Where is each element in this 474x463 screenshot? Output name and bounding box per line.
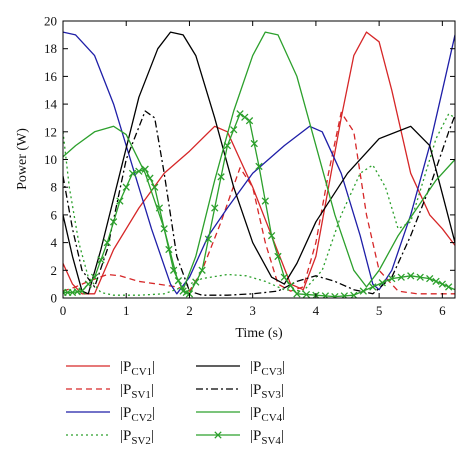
series-point-marker bbox=[211, 204, 219, 212]
series-point-marker bbox=[255, 162, 263, 171]
x-tick-label: 3 bbox=[249, 303, 256, 318]
y-tick-label: 6 bbox=[51, 207, 58, 222]
x-tick-label: 1 bbox=[123, 303, 130, 318]
series-markers-sv4 bbox=[63, 110, 453, 298]
legend-label-sv1: |PSV1| bbox=[120, 382, 154, 401]
series-point-marker bbox=[397, 273, 405, 281]
series-point-marker bbox=[302, 290, 311, 298]
legend-label-sv3: |PSV3| bbox=[250, 382, 284, 401]
series-point-marker bbox=[204, 235, 213, 243]
series-point-marker bbox=[165, 245, 173, 254]
series-point-marker bbox=[141, 165, 149, 173]
series-point-marker bbox=[426, 274, 434, 283]
series-point-marker bbox=[155, 204, 164, 212]
series-line-cv2 bbox=[63, 31, 455, 295]
series-point-marker bbox=[241, 113, 249, 121]
legend: |PCV1| |PSV1| |PCV2| |PSV2| |PCV3| |PSV3| |PCV… bbox=[66, 359, 285, 447]
y-tick-label: 0 bbox=[51, 291, 58, 306]
y-axis-label: Power (W) bbox=[15, 128, 30, 190]
series-point-marker bbox=[230, 126, 238, 134]
series-point-marker bbox=[90, 273, 99, 281]
series-point-marker bbox=[160, 225, 168, 233]
series-point-marker bbox=[245, 117, 254, 125]
x-axis-label: Time (s) bbox=[235, 326, 283, 341]
legend-label-cv2: |PCV2| bbox=[120, 405, 155, 424]
series-point-marker bbox=[445, 283, 453, 291]
y-tick-label: 18 bbox=[44, 41, 57, 56]
x-tick-label: 6 bbox=[439, 303, 446, 318]
series-point-marker bbox=[109, 218, 118, 226]
series-point-marker bbox=[250, 139, 258, 148]
series-point-marker bbox=[174, 277, 183, 285]
series-point-marker bbox=[369, 283, 377, 291]
series-point-marker bbox=[321, 292, 330, 298]
series-point-marker bbox=[286, 281, 295, 290]
series-point-marker bbox=[331, 292, 339, 298]
series-line-sv4 bbox=[63, 113, 455, 298]
series-point-marker bbox=[340, 292, 349, 298]
series-point-marker bbox=[151, 183, 159, 191]
series-point-marker bbox=[103, 238, 111, 247]
y-tick-label: 16 bbox=[44, 69, 58, 84]
y-tick-label: 12 bbox=[44, 124, 57, 139]
series-point-marker bbox=[223, 141, 232, 150]
series-point-marker bbox=[214, 431, 222, 439]
series-point-marker bbox=[388, 274, 396, 283]
series-line-sv2 bbox=[63, 113, 455, 296]
y-tick-label: 14 bbox=[44, 97, 58, 112]
series-point-marker bbox=[280, 273, 288, 281]
series-point-marker bbox=[146, 174, 154, 182]
series-point-marker bbox=[407, 272, 415, 280]
series-point-marker bbox=[261, 197, 269, 205]
legend-label-cv1: |PCV1| bbox=[120, 359, 155, 378]
series-point-marker bbox=[135, 167, 143, 175]
series-point-marker bbox=[116, 197, 124, 205]
y-tick-label: 8 bbox=[51, 180, 58, 195]
legend-label-sv4: |PSV4| bbox=[250, 428, 284, 447]
y-tick-label: 2 bbox=[51, 263, 58, 278]
y-tick-label: 4 bbox=[51, 235, 58, 250]
series-point-marker bbox=[378, 279, 386, 287]
series-point-marker bbox=[236, 110, 244, 118]
series-point-marker bbox=[416, 273, 424, 281]
series-point-marker bbox=[97, 256, 105, 264]
series-point-marker bbox=[432, 277, 440, 286]
series-line-sv1 bbox=[63, 111, 455, 295]
y-tick-label: 20 bbox=[44, 14, 57, 29]
series-line-cv3 bbox=[63, 31, 455, 295]
x-tick-label: 4 bbox=[313, 303, 320, 318]
series-line-sv3 bbox=[63, 110, 455, 296]
series-point-marker bbox=[192, 278, 200, 286]
series-point-marker bbox=[122, 183, 130, 191]
legend-label-sv2: |PSV2| bbox=[120, 428, 154, 447]
series-point-marker bbox=[359, 287, 367, 295]
x-tick-label: 0 bbox=[60, 303, 67, 318]
series-point-marker bbox=[438, 280, 447, 288]
legend-label-cv3: |PCV3| bbox=[250, 359, 285, 378]
series-line-cv4 bbox=[63, 31, 455, 291]
series-point-marker bbox=[128, 169, 137, 178]
series-point-marker bbox=[78, 287, 86, 295]
series-point-marker bbox=[84, 280, 92, 288]
series-point-marker bbox=[217, 173, 225, 181]
legend-label-cv4: |PCV4| bbox=[250, 405, 285, 424]
series-point-marker bbox=[198, 266, 206, 274]
y-tick-label: 10 bbox=[44, 152, 57, 167]
x-tick-label: 5 bbox=[376, 303, 383, 318]
x-tick-label: 2 bbox=[186, 303, 193, 318]
series-point-marker bbox=[350, 291, 358, 298]
series-line-cv1 bbox=[63, 31, 455, 295]
series-point-marker bbox=[169, 266, 178, 274]
series-point-marker bbox=[293, 290, 301, 298]
series-point-marker bbox=[274, 252, 282, 261]
series-point-marker bbox=[267, 232, 276, 240]
